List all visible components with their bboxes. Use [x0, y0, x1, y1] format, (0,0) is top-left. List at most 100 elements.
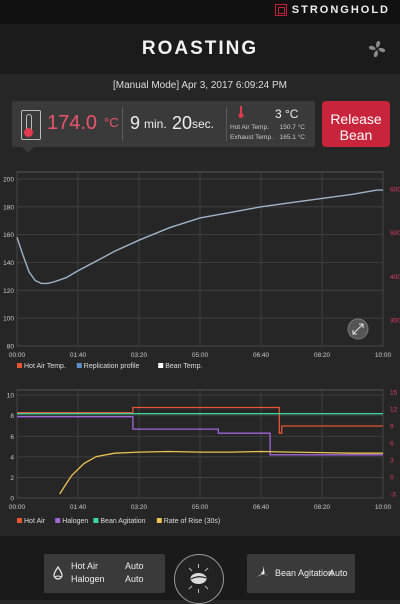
control-chart: 00:00 01:40 03:20 05:00 06:40 08:20 10:00 0 2 4 6 8… [7, 389, 398, 525]
title-bar: ROASTING [0, 24, 400, 74]
release-line-1: Release [330, 111, 382, 127]
y-right-tick-label: 9 [390, 424, 394, 431]
thermometer-icon [21, 110, 41, 140]
elapsed-minutes: 9 [130, 113, 141, 133]
temperature-chart: 00:00 01:40 03:20 05:00 06:40 08:20 10:00 80 100… [3, 171, 400, 370]
legend-swatch [17, 363, 22, 368]
halogen-mode-label: Halogen [71, 574, 105, 584]
x-tick-label: 10:00 [375, 504, 392, 511]
legend-swatch [158, 363, 164, 368]
coffee-bean-icon [188, 564, 209, 593]
y-left-tick-label: 140 [3, 260, 14, 267]
heat-mode-control[interactable]: Hot Air Auto Halogen Auto [44, 554, 165, 593]
x-tick-label: 06:40 [253, 352, 270, 359]
hot-air-temp-row: Hot Air Temp. 150.7 °C [230, 124, 310, 131]
x-tick-label: 10:00 [375, 352, 392, 359]
divider [226, 107, 227, 141]
y-left-tick-label: 80 [7, 344, 15, 351]
halogen-mode-value: Auto [125, 574, 144, 584]
y-right-tick-label: 300 [390, 318, 400, 325]
legend-swatch [156, 518, 162, 523]
agitation-control[interactable]: Bean Agitation Auto [247, 554, 355, 593]
stats-panel: 174.0 °C 9 min. 20 sec. 3 °C Hot Air Tem… [12, 101, 315, 153]
expand-icon-arrows [352, 323, 364, 335]
x-tick-label: 05:00 [192, 352, 209, 359]
y-left-tick-label: 6 [10, 434, 14, 441]
series-line [16, 189, 383, 285]
legend-swatch [17, 518, 22, 523]
divider [122, 107, 123, 141]
y-right-tick-label: 3 [390, 458, 394, 465]
exhaust-temp-value: 165.1 °C [279, 134, 305, 141]
brand: STRONGHOLD [274, 4, 390, 16]
hot-air-temp-value: 150.7 °C [279, 124, 305, 131]
mode-line: [Manual Mode] Apr 3, 2017 6:09:24 PM [113, 80, 287, 91]
ambient-thermometer-icon [238, 106, 244, 118]
hot-air-mode-value: Auto [125, 561, 144, 571]
y-left-tick-label: 10 [7, 393, 15, 400]
legend-swatch [93, 518, 99, 523]
y-left-tick-label: 8 [10, 413, 14, 420]
legend-label: Hot Air [24, 518, 46, 525]
y-left-tick-label: 0 [10, 496, 14, 503]
stronghold-logo-icon [274, 4, 287, 16]
legend-label: Rate of Rise (30s) [164, 518, 220, 525]
water-drop-icon [53, 566, 63, 580]
x-tick-label: 06:40 [253, 504, 270, 511]
y-right-tick-label: 400 [390, 274, 400, 281]
y-right-tick-label: 500 [390, 230, 400, 237]
bean-temp-value: 174.0 [47, 112, 98, 134]
y-right-tick-label: 15 [390, 390, 398, 397]
x-tick-label: 08:20 [314, 504, 331, 511]
page-title: ROASTING [141, 38, 259, 59]
release-line-2: Bean [339, 127, 373, 143]
exhaust-temp-label: Exhaust Temp. [230, 134, 273, 141]
x-tick-label: 00:00 [9, 352, 26, 359]
elapsed-seconds: 20 [172, 113, 193, 133]
release-bean-button[interactable]: Release Bean [322, 101, 390, 147]
brand-name: STRONGHOLD [291, 4, 390, 16]
fan-icon[interactable] [366, 38, 388, 60]
y-right-tick-label: -3 [390, 492, 396, 499]
y-left-tick-label: 2 [10, 475, 14, 482]
ambient-temp-value: 3 °C [275, 107, 299, 121]
x-tick-label: 03:20 [131, 504, 148, 511]
agitation-value: Auto [329, 568, 348, 578]
x-tick-label: 05:00 [192, 504, 209, 511]
y-right-tick-label: 0 [390, 475, 394, 482]
series-line [17, 406, 383, 434]
x-tick-label: 08:20 [314, 352, 331, 359]
bean-control-button[interactable] [174, 554, 224, 604]
legend-swatch [76, 363, 82, 368]
x-tick-label: 01:40 [70, 352, 87, 359]
y-left-tick-label: 120 [3, 288, 14, 295]
x-tick-label: 03:20 [131, 352, 148, 359]
y-right-tick-label: 6 [390, 441, 394, 448]
series-line [59, 450, 383, 495]
y-left-tick-label: 200 [3, 176, 14, 183]
y-right-tick-label: 600 [390, 187, 400, 194]
agitator-icon [256, 566, 270, 577]
y-left-tick-label: 4 [10, 454, 14, 461]
y-left-tick-label: 100 [3, 316, 14, 323]
exhaust-temp-row: Exhaust Temp. 165.1 °C [230, 134, 310, 141]
x-tick-label: 01:40 [70, 504, 87, 511]
bean-temp-unit: °C [104, 115, 119, 130]
hot-air-temp-label: Hot Air Temp. [230, 124, 269, 131]
hot-air-mode-label: Hot Air [71, 561, 99, 571]
legend-label: Replication profile [84, 363, 140, 370]
legend-label: Hot Air Temp. [24, 363, 66, 370]
bottom-bar: Hot Air Auto Halogen Auto Bean Agitation… [0, 536, 400, 604]
legend-label: Bean Temp. [165, 363, 202, 370]
legend-swatch [55, 518, 61, 523]
legend-label: Halogen [62, 518, 88, 525]
seconds-unit: sec. [192, 117, 215, 131]
agitation-label: Bean Agitation [275, 568, 334, 578]
top-bar: STRONGHOLD [0, 0, 400, 24]
y-left-tick-label: 160 [3, 232, 14, 239]
legend-label: Bean Agitation [100, 518, 145, 525]
y-right-tick-label: 12 [390, 407, 398, 414]
y-left-tick-label: 180 [3, 204, 14, 211]
x-tick-label: 00:00 [9, 504, 26, 511]
minutes-unit: min. [144, 117, 167, 131]
